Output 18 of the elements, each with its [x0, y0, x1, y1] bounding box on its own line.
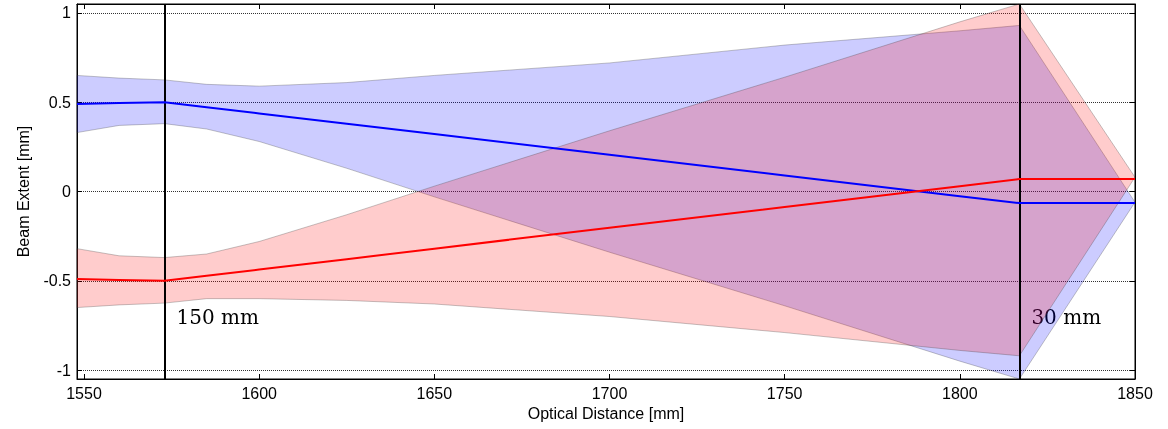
x-tick-label: 1800 — [942, 384, 978, 402]
x-tick-label: 1600 — [241, 384, 278, 402]
line-series — [76, 101, 1136, 205]
x-tick-label: 1700 — [591, 384, 628, 402]
y-tick-label: -1 — [56, 361, 72, 379]
y-tick-label: -0.5 — [43, 272, 72, 290]
ref-line-label: 30 mm — [1031, 304, 1102, 329]
x-tick-label: 1850 — [1117, 384, 1153, 402]
line-series — [76, 178, 1136, 282]
y-tick-label: 0 — [62, 183, 72, 200]
y-tick-label: 0.5 — [48, 93, 72, 111]
y-axis-title: Beam Extent [mm] — [14, 125, 32, 258]
x-tick-label: 1650 — [416, 384, 453, 402]
x-axis-title: Optical Distance [mm] — [527, 405, 685, 423]
x-tick-label: 1750 — [766, 384, 803, 402]
x-tick-label: 1550 — [66, 384, 102, 402]
ref-line-label: 150 mm — [176, 304, 260, 329]
y-tick-label: 1 — [62, 4, 72, 22]
